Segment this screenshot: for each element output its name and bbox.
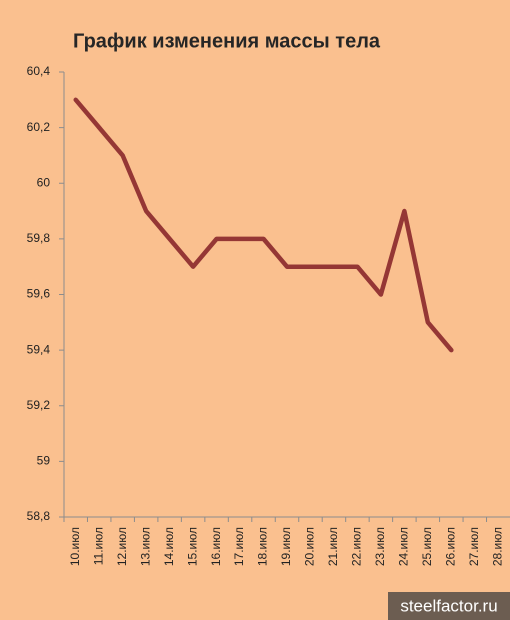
x-tick-label: 19.июл	[279, 527, 293, 566]
y-tick-label: 60,4	[27, 64, 51, 78]
x-tick-label: 18.июл	[256, 527, 270, 566]
x-tick-label: 21.июл	[326, 527, 340, 566]
x-tick-label: 11.июл	[91, 527, 105, 565]
y-tick-label: 59	[37, 454, 51, 468]
x-tick-label: 25.июл	[420, 527, 434, 566]
y-tick-label: 59,4	[27, 342, 51, 356]
x-tick-label: 26.июл	[443, 527, 457, 566]
y-tick-label: 59,6	[27, 287, 51, 301]
x-tick-label: 17.июл	[232, 527, 246, 566]
x-tick-label: 24.июл	[397, 527, 411, 566]
x-tick-label: 10.июл	[68, 527, 82, 566]
x-tick-label: 20.июл	[303, 527, 317, 566]
chart-title: График изменения массы тела	[73, 30, 381, 52]
x-tick-label: 28.июл	[490, 527, 504, 566]
y-tick-label: 59,2	[27, 398, 51, 412]
x-tick-label: 22.июл	[350, 527, 364, 566]
y-tick-label: 60,2	[27, 120, 51, 134]
data-line	[73, 97, 454, 353]
y-tick-label: 60	[37, 175, 51, 189]
x-tick-label: 16.июл	[209, 527, 223, 566]
x-tick-label: 12.июл	[115, 527, 129, 566]
watermark: steelfactor.ru	[400, 596, 497, 615]
x-tick-label: 27.июл	[467, 527, 481, 566]
x-tick-label: 14.июл	[162, 527, 176, 566]
x-tick-label: 23.июл	[373, 527, 387, 566]
x-tick-label: 13.июл	[138, 527, 152, 566]
y-tick-label: 58,8	[27, 509, 51, 523]
x-tick-label: 15.июл	[185, 527, 199, 566]
y-tick-label: 59,8	[27, 231, 51, 245]
watermark-box	[388, 592, 510, 620]
